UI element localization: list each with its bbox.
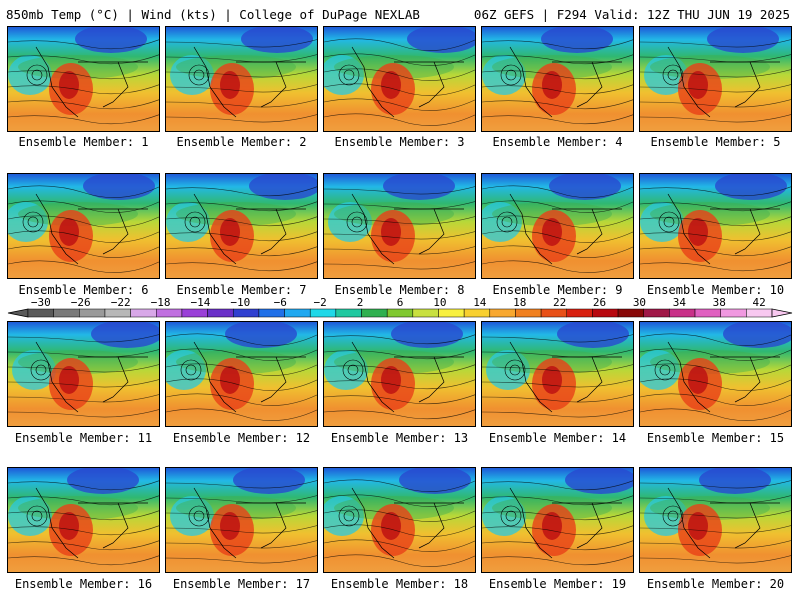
colorbar-segment — [540, 308, 568, 318]
ensemble-map-5 — [639, 26, 792, 132]
colorbar-tick-label: 18 — [513, 297, 526, 309]
member-label-10: Ensemble Member: 10 — [646, 283, 785, 297]
colorbar-segment — [386, 308, 414, 318]
ensemble-map-20 — [639, 467, 792, 573]
colorbar-tick-label: 22 — [553, 297, 566, 309]
colorbar-tick-label: 6 — [397, 297, 404, 309]
colorbar-segment — [207, 308, 234, 318]
colorbar-segment — [463, 308, 491, 318]
colorbar-segment — [156, 308, 183, 318]
colorbar-tick-label: 26 — [593, 297, 606, 309]
colorbar-segment — [258, 308, 285, 318]
member-label-20: Ensemble Member: 20 — [646, 577, 785, 591]
colorbar-segment — [669, 308, 696, 318]
ensemble-map-14 — [481, 321, 634, 427]
member-label-18: Ensemble Member: 18 — [330, 577, 469, 591]
valid-time: 06Z GEFS | F294 Valid: 12Z THU JUN 19 20… — [473, 7, 790, 22]
colorbar-tick-label: 42 — [753, 297, 766, 309]
colorbar-left-arrow — [7, 308, 29, 318]
ensemble-map-19 — [481, 467, 634, 573]
member-label-5: Ensemble Member: 5 — [650, 135, 781, 149]
ensemble-map-1 — [7, 26, 160, 132]
colorbar-segment — [27, 308, 54, 318]
member-label-19: Ensemble Member: 19 — [488, 577, 627, 591]
colorbar-segment — [284, 308, 311, 318]
colorbar-segment — [720, 308, 747, 318]
colorbar-segment — [232, 308, 260, 318]
colorbar-segment — [694, 308, 721, 318]
ensemble-map-2 — [165, 26, 318, 132]
member-label-14: Ensemble Member: 14 — [488, 431, 627, 445]
colorbar-right-arrow — [771, 308, 793, 318]
temperature-colorbar: −30 −26 −22 −18 −14 −10 −6 −2 2 6 10 14 18 22 26 30 34 38… — [7, 297, 793, 318]
colorbar-segment — [617, 308, 644, 318]
colorbar-segment — [181, 308, 208, 318]
colorbar-tick-label: 30 — [633, 297, 646, 309]
colorbar-segment — [592, 308, 619, 318]
member-label-2: Ensemble Member: 2 — [176, 135, 307, 149]
colorbar-tick-label: 10 — [433, 297, 446, 309]
member-label-15: Ensemble Member: 15 — [646, 431, 785, 445]
ensemble-map-7 — [165, 173, 318, 279]
colorbar-tick-label: 34 — [673, 297, 687, 309]
ensemble-map-9 — [481, 173, 634, 279]
colorbar-tick-label: −30 — [31, 297, 51, 309]
ensemble-map-6 — [7, 173, 160, 279]
colorbar-segment — [361, 308, 388, 318]
colorbar-segment — [489, 308, 516, 318]
ensemble-map-12 — [165, 321, 318, 427]
ensemble-map-13 — [323, 321, 476, 427]
member-label-11: Ensemble Member: 11 — [14, 431, 153, 445]
ensemble-map-8 — [323, 173, 476, 279]
colorbar-segment — [309, 308, 337, 318]
colorbar-segment — [643, 308, 670, 318]
ensemble-map-4 — [481, 26, 634, 132]
colorbar-tick-label: −26 — [71, 297, 91, 309]
member-label-9: Ensemble Member: 9 — [492, 283, 623, 297]
member-label-12: Ensemble Member: 12 — [172, 431, 311, 445]
map-title: 850mb Temp (°C) | Wind (kts) | College o… — [6, 7, 420, 22]
colorbar-tick-label: 2 — [357, 297, 364, 309]
ensemble-map-16 — [7, 467, 160, 573]
member-label-4: Ensemble Member: 4 — [492, 135, 623, 149]
ensemble-map-10 — [639, 173, 792, 279]
colorbar-segment — [79, 308, 106, 318]
colorbar-tick-label: −6 — [274, 297, 287, 309]
member-label-7: Ensemble Member: 7 — [176, 283, 307, 297]
colorbar-segment — [130, 308, 157, 318]
member-label-8: Ensemble Member: 8 — [334, 283, 465, 297]
member-label-16: Ensemble Member: 16 — [14, 577, 153, 591]
colorbar-segment — [412, 308, 439, 318]
member-label-17: Ensemble Member: 17 — [172, 577, 311, 591]
colorbar-tick-label: −14 — [191, 297, 211, 309]
colorbar-segment — [53, 308, 80, 318]
member-label-6: Ensemble Member: 6 — [18, 283, 149, 297]
colorbar-segment — [566, 308, 593, 318]
colorbar-tick-label: 38 — [713, 297, 726, 309]
colorbar-tick-label: 14 — [473, 297, 487, 309]
colorbar-segment — [438, 308, 465, 318]
member-label-3: Ensemble Member: 3 — [334, 135, 465, 149]
ensemble-map-18 — [323, 467, 476, 573]
colorbar-segment — [746, 308, 773, 318]
colorbar-segment — [515, 308, 542, 318]
colorbar-segment — [335, 308, 362, 318]
colorbar-tick-label: −10 — [230, 297, 250, 309]
ensemble-map-15 — [639, 321, 792, 427]
colorbar-tick-label: −2 — [314, 297, 327, 309]
member-label-13: Ensemble Member: 13 — [330, 431, 469, 445]
ensemble-map-17 — [165, 467, 318, 573]
ensemble-map-3 — [323, 26, 476, 132]
member-label-1: Ensemble Member: 1 — [18, 135, 149, 149]
ensemble-map-11 — [7, 321, 160, 427]
colorbar-tick-label: −22 — [111, 297, 131, 309]
colorbar-segment — [104, 308, 131, 318]
colorbar-tick-label: −18 — [151, 297, 171, 309]
